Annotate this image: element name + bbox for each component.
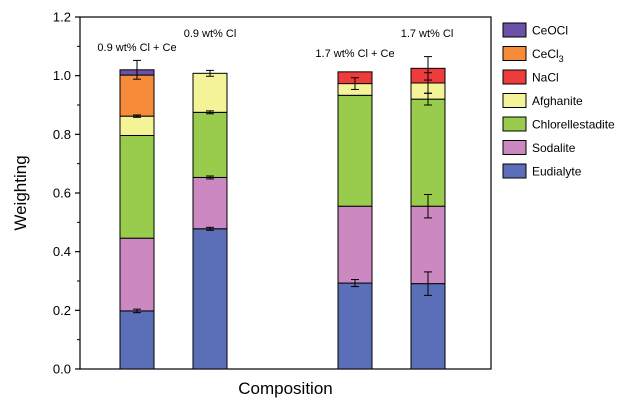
y-tick-label: 0.6 (53, 186, 71, 201)
legend-swatch (502, 46, 527, 61)
bar-segment-afghanite (192, 72, 228, 113)
bars (119, 67, 446, 370)
legend: CeOCl CeCl3 NaCl Afghanite Chlorellestadite S… (502, 22, 615, 179)
y-tick-label: 0.4 (53, 244, 71, 259)
bar-segment-afghanite (119, 115, 155, 137)
bar-segment-sodalite (119, 237, 155, 312)
error-bar (133, 114, 141, 118)
legend-swatch (502, 140, 527, 155)
bar-category-label: 1.7 wt% Cl (401, 28, 454, 40)
bar-category-label: 0.9 wt% Cl + Ce (97, 42, 176, 54)
legend-swatch (502, 69, 527, 85)
bar-segment-eudialyte (337, 282, 373, 370)
legend-item: Sodalite (502, 140, 576, 155)
legend-item: Eudialyte (502, 163, 582, 179)
bar-category-label: 1.7 wt% Cl + Ce (315, 48, 394, 60)
legend-item: CeCl3 (502, 46, 564, 64)
error-bar (351, 77, 359, 90)
legend-item: NaCl (502, 69, 559, 85)
error-bar (351, 279, 359, 288)
legend-label: Eudialyte (532, 165, 582, 179)
bar-segment-chlorellestadite (192, 111, 228, 178)
legend-swatch (502, 22, 527, 38)
error-bar (206, 175, 214, 180)
legend-swatch (502, 163, 527, 179)
error-bar (133, 59, 141, 80)
legend-swatch (502, 93, 527, 108)
y-tick-label: 0.8 (53, 127, 71, 142)
bar-segment-chlorellestadite (119, 135, 155, 239)
legend-label: Sodalite (532, 141, 576, 155)
y-tick-label: 0.2 (53, 303, 71, 318)
error-bar (206, 226, 214, 231)
legend-item: Afghanite (502, 93, 583, 108)
x-axis-title: Composition (238, 379, 333, 398)
bar-category-label: 0.9 wt% Cl (184, 28, 237, 40)
bar-segment-chlorellestadite (337, 94, 373, 207)
legend-swatch (502, 116, 527, 132)
y-tick-label: 1.2 (53, 10, 71, 25)
legend-label: CeCl3 (532, 47, 564, 64)
bar-segment-eudialyte (192, 228, 228, 370)
error-bar (206, 69, 214, 77)
legend-label: Afghanite (532, 94, 583, 108)
legend-label: NaCl (532, 71, 559, 85)
legend-item: Chlorellestadite (502, 116, 615, 132)
y-axis: 0.0 0.2 0.4 0.6 0.8 1.0 1.2 (53, 10, 80, 377)
error-bar (206, 110, 214, 115)
error-bar (424, 271, 432, 296)
legend-label: CeOCl (532, 24, 568, 38)
y-tick-label: 0.0 (53, 362, 71, 377)
bar-labels: 0.9 wt% Cl + Ce 0.9 wt% Cl 1.7 wt% Cl + Ce… (97, 28, 453, 60)
bar-segment-chlorellestadite (410, 98, 446, 207)
legend-item: CeOCl (502, 22, 568, 38)
bar-segment-sodalite (192, 176, 228, 230)
error-bar (424, 193, 432, 219)
bar-segment-sodalite (337, 205, 373, 284)
y-tick-label: 1.0 (53, 68, 71, 83)
bar-segment-cecl3 (119, 74, 155, 117)
error-bar (133, 308, 141, 314)
bar-segment-eudialyte (410, 283, 446, 370)
y-axis-title: Weighting (11, 155, 30, 230)
error-bar (424, 56, 432, 81)
legend-label: Chlorellestadite (532, 118, 615, 132)
bar-segment-eudialyte (119, 310, 155, 370)
error-bars (133, 56, 432, 314)
